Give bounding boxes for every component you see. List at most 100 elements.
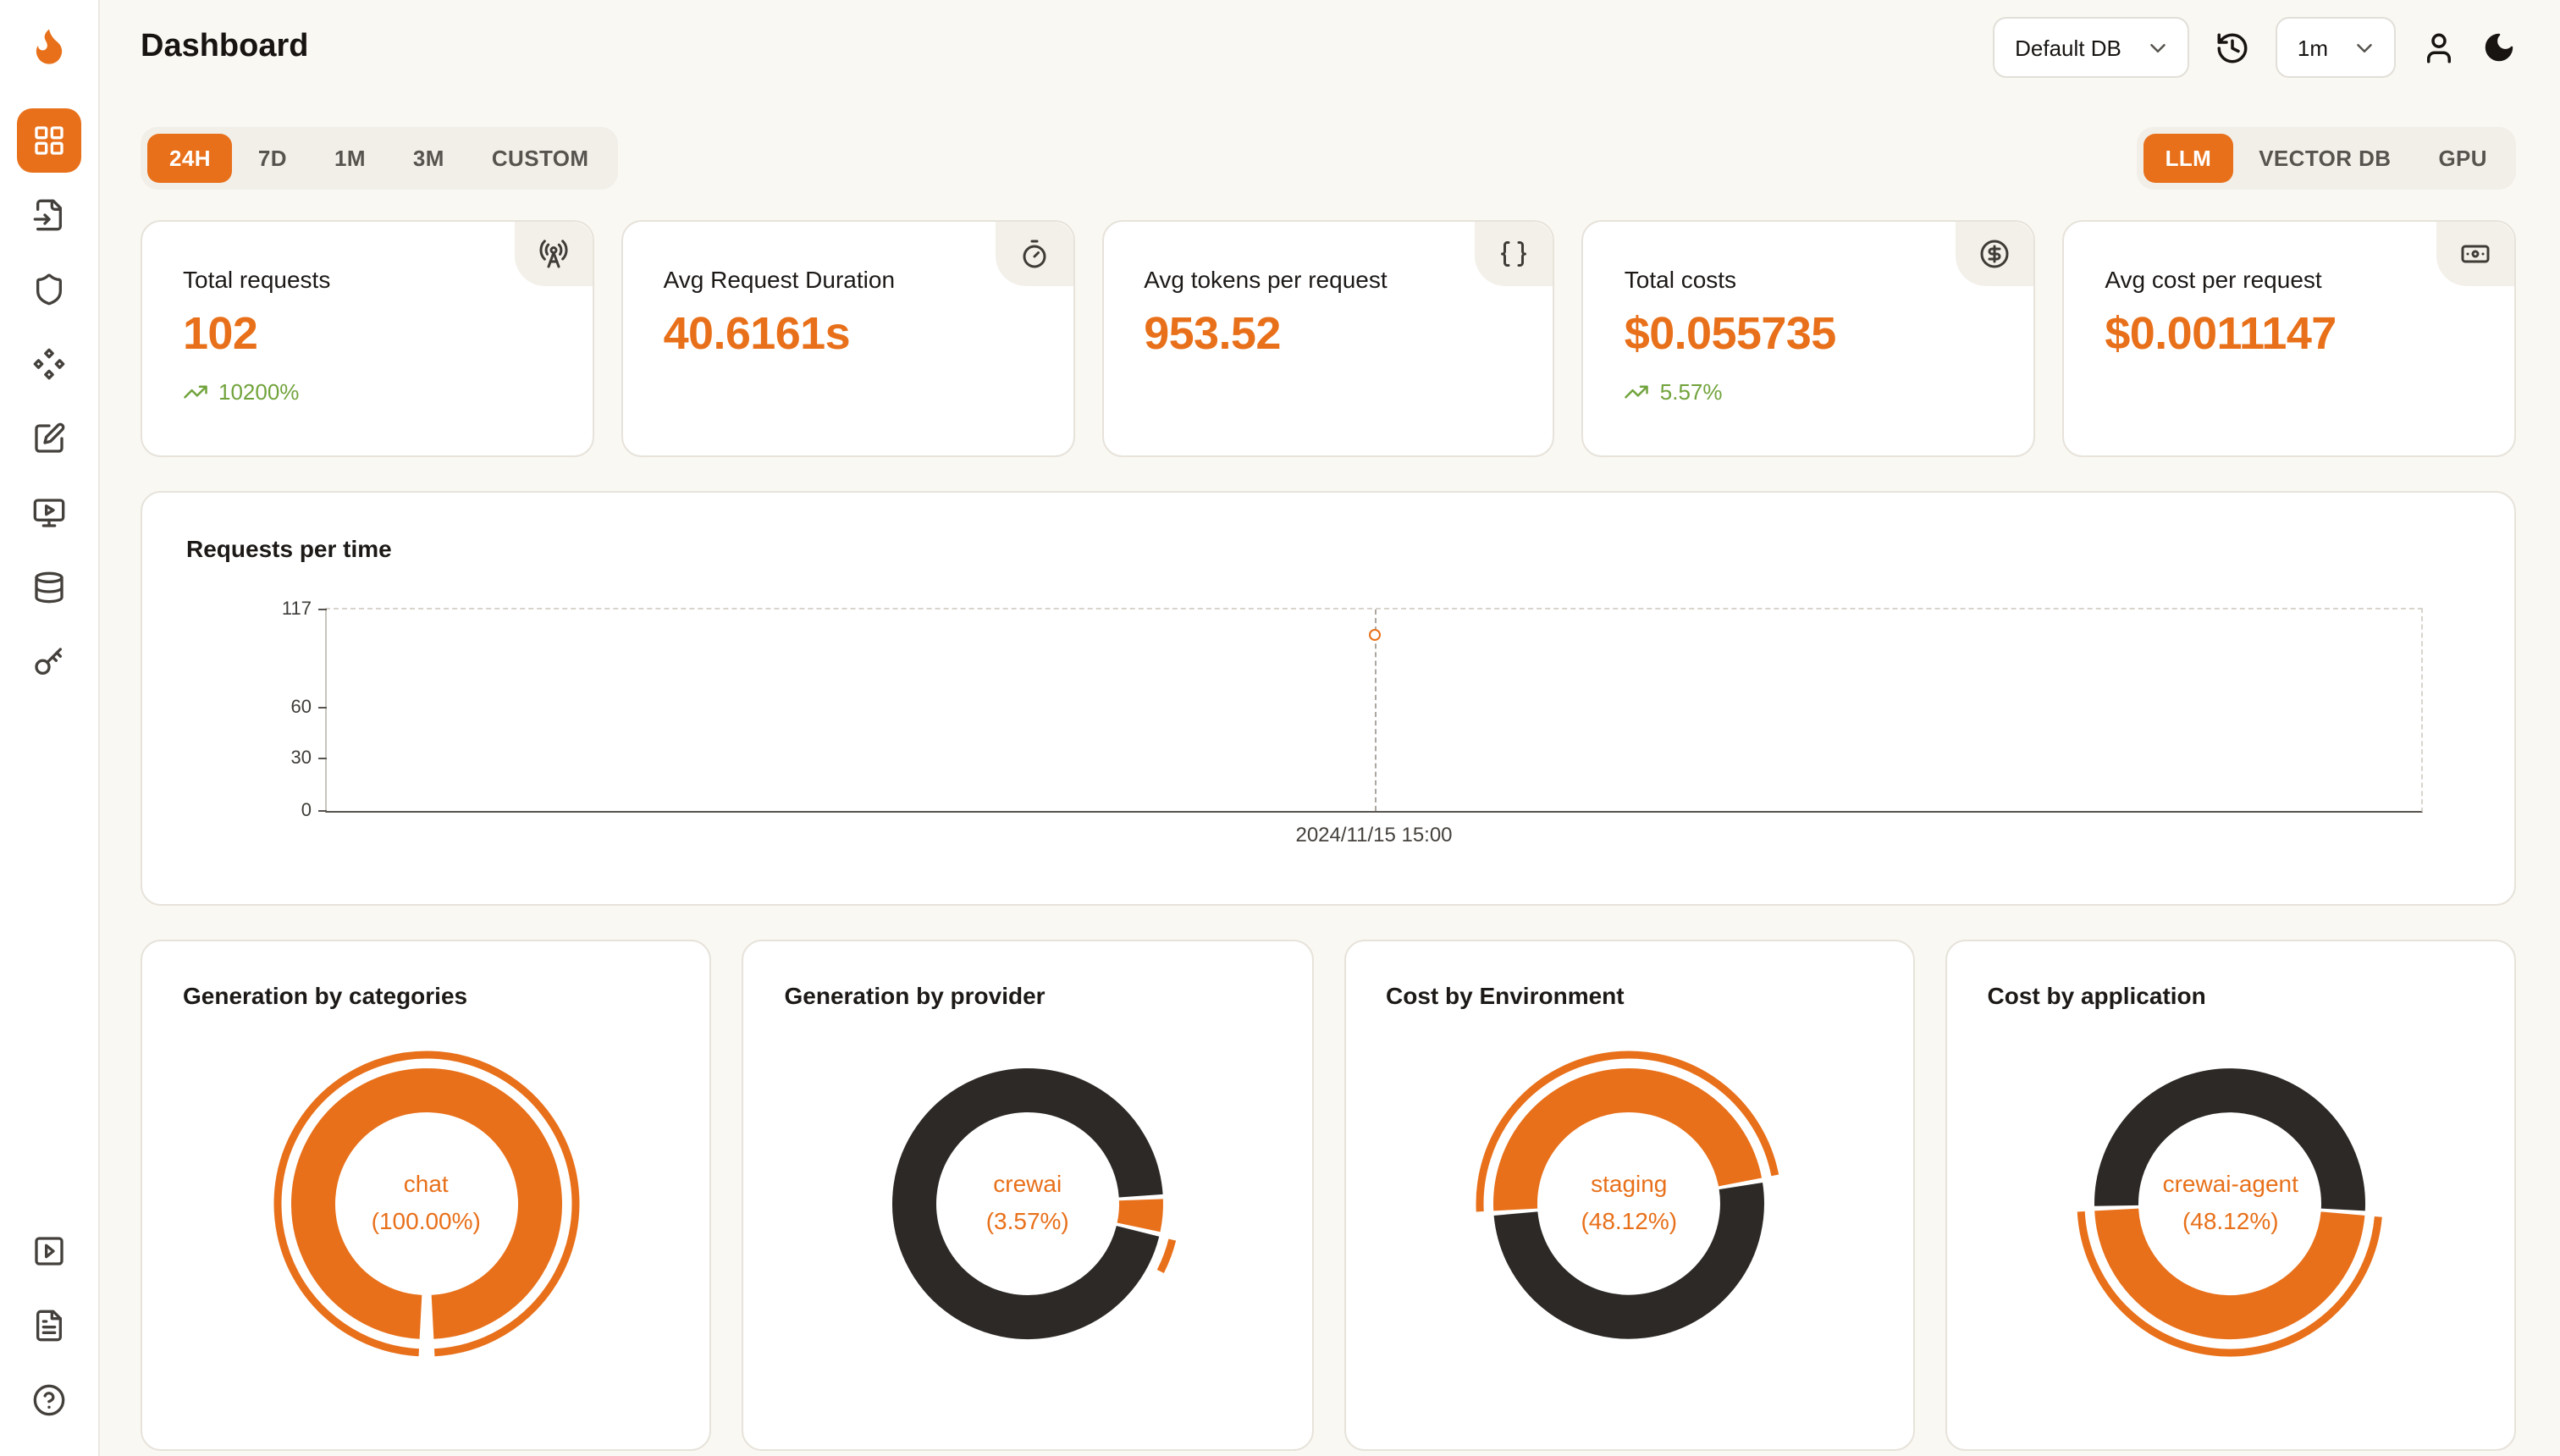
- donut-svg[interactable]: [867, 1043, 1189, 1365]
- tab-24h[interactable]: 24H: [147, 134, 233, 183]
- sidebar-item-requests[interactable]: [17, 183, 81, 247]
- page-title: Dashboard: [141, 29, 309, 64]
- filter-row: 24H 7D 1M 3M CUSTOM LLM VECTOR DB GPU: [141, 127, 2516, 190]
- stat-card-total-costs: Total costs $0.055735 5.57%: [1581, 220, 2036, 457]
- requests-plot[interactable]: 2024/11/15 15:00 0 30 60 117: [282, 599, 2423, 847]
- banknote-icon: [2461, 245, 2490, 263]
- source-tabs: LLM VECTOR DB GPU: [2136, 127, 2516, 190]
- tab-3m[interactable]: 3M: [412, 146, 444, 171]
- sidebar-item-documentation[interactable]: [17, 1293, 81, 1358]
- donut-svg[interactable]: [1468, 1043, 1790, 1365]
- other-slice[interactable]: [1493, 1183, 1765, 1339]
- tab-7d[interactable]: 7D: [257, 146, 287, 171]
- y-tick-label: 0: [301, 801, 312, 821]
- crewai-agent-slice[interactable]: [2094, 1208, 2366, 1340]
- stat-value: $0.0011147: [2105, 308, 2337, 359]
- user-menu-button[interactable]: [2421, 30, 2457, 65]
- database-select[interactable]: Default DB: [1993, 17, 2189, 78]
- highlight-arc: [1476, 1051, 1779, 1212]
- stat-icon-badge: [1956, 222, 2034, 286]
- main-area: Dashboard Default DB 1m: [100, 0, 2560, 1456]
- file-input-icon: [33, 199, 63, 231]
- chevron-down-icon: [2352, 35, 2377, 60]
- sidebar-item-databases[interactable]: [17, 555, 81, 620]
- circle-help-icon: [33, 1384, 65, 1416]
- sidebar-item-dashboard[interactable]: [17, 108, 81, 173]
- others-slice[interactable]: [891, 1067, 1163, 1339]
- file-text-icon: [36, 1310, 63, 1342]
- tab-llm[interactable]: LLM: [2143, 134, 2234, 183]
- sidebar-footer-nav: [17, 1219, 81, 1432]
- y-tick-mark: [318, 706, 327, 709]
- stat-label: Total requests: [183, 266, 331, 293]
- shield-icon: [36, 273, 63, 306]
- theme-toggle-button[interactable]: [2482, 30, 2516, 64]
- stat-card-avg-tokens: Avg tokens per request 953.52: [1101, 220, 1555, 457]
- interval-select-value: 1m: [2297, 35, 2328, 60]
- tab-custom[interactable]: CUSTOM: [491, 146, 589, 171]
- active-point[interactable]: [1368, 629, 1380, 642]
- sidebar-item-vault[interactable]: [17, 332, 81, 396]
- stat-icon-badge: [1475, 222, 1553, 286]
- crewai-slice[interactable]: [1117, 1199, 1163, 1233]
- sidebar-item-help[interactable]: [17, 1368, 81, 1432]
- sidebar-item-openground[interactable]: [17, 481, 81, 545]
- donut-svg[interactable]: [265, 1043, 587, 1365]
- database-icon: [35, 571, 63, 604]
- staging-slice[interactable]: [1493, 1068, 1763, 1211]
- stat-card-total-requests: Total requests 102 10200%: [141, 220, 594, 457]
- moon-icon: [2485, 33, 2513, 62]
- interval-select[interactable]: 1m: [2275, 17, 2396, 78]
- sidebar: [0, 0, 100, 1456]
- requests-per-time-card: Requests per time 2024/11/15 15:00 0 30 60…: [141, 491, 2516, 906]
- active-point-guide: [1374, 609, 1376, 811]
- stat-value: $0.055735: [1624, 308, 1836, 359]
- chevron-down-icon: [2145, 35, 2171, 60]
- x-axis-label: 2024/11/15 15:00: [1295, 823, 1453, 847]
- app-logo[interactable]: [20, 17, 78, 74]
- stat-icon-badge: [514, 222, 593, 286]
- stat-delta: 10200%: [183, 379, 552, 405]
- flame-icon: [36, 29, 63, 64]
- highlight-arc: [2077, 1211, 2383, 1357]
- cost-by-environment-card: Cost by Environment staging (48.12%): [1343, 940, 1915, 1451]
- tab-gpu[interactable]: GPU: [2438, 146, 2487, 171]
- donut-chart: staging (48.12%): [1468, 1043, 1790, 1365]
- trending-up-icon: [1625, 385, 1649, 399]
- y-tick-label: 117: [281, 599, 312, 620]
- stat-card-avg-duration: Avg Request Duration 40.6161s: [621, 220, 1075, 457]
- y-tick-mark: [318, 810, 327, 812]
- y-tick-label: 30: [290, 748, 312, 769]
- sidebar-item-getting-started[interactable]: [17, 1219, 81, 1283]
- stat-delta: 5.57%: [1625, 379, 1994, 405]
- chart-title: Cost by application: [1987, 982, 2206, 1009]
- y-tick-mark: [318, 609, 327, 610]
- other-slice[interactable]: [2094, 1068, 2366, 1211]
- refresh-history-button[interactable]: [2215, 30, 2250, 65]
- square-pen-icon: [35, 422, 65, 453]
- sidebar-item-exceptions[interactable]: [17, 257, 81, 322]
- tab-vector-db[interactable]: VECTOR DB: [2259, 146, 2392, 171]
- stat-label: Avg tokens per request: [1144, 266, 1388, 293]
- user-icon: [2427, 32, 2451, 63]
- top-header: Dashboard Default DB 1m: [100, 0, 2560, 95]
- monitor-play-icon: [33, 499, 65, 527]
- trending-up-icon: [184, 385, 207, 399]
- sidebar-nav: [17, 108, 81, 694]
- stat-value: 40.6161s: [663, 308, 851, 359]
- header-controls: Default DB 1m: [1993, 17, 2516, 78]
- chat-slice[interactable]: [290, 1068, 562, 1339]
- stat-label: Avg cost per request: [2105, 266, 2322, 293]
- donut-svg[interactable]: [2070, 1043, 2392, 1365]
- sidebar-item-api-keys[interactable]: [17, 630, 81, 694]
- chart-title: Cost by Environment: [1386, 982, 1625, 1009]
- stat-delta-value: 10200%: [218, 379, 300, 405]
- radio-tower-icon: [539, 240, 568, 268]
- generation-by-provider-card: Generation by provider crewai (3.57%): [742, 940, 1313, 1451]
- key-icon: [35, 648, 63, 675]
- sidebar-item-prompt-hub[interactable]: [17, 406, 81, 471]
- stat-icon-badge: [2436, 222, 2514, 286]
- chart-title: Requests per time: [186, 535, 392, 562]
- tab-1m[interactable]: 1M: [334, 146, 366, 171]
